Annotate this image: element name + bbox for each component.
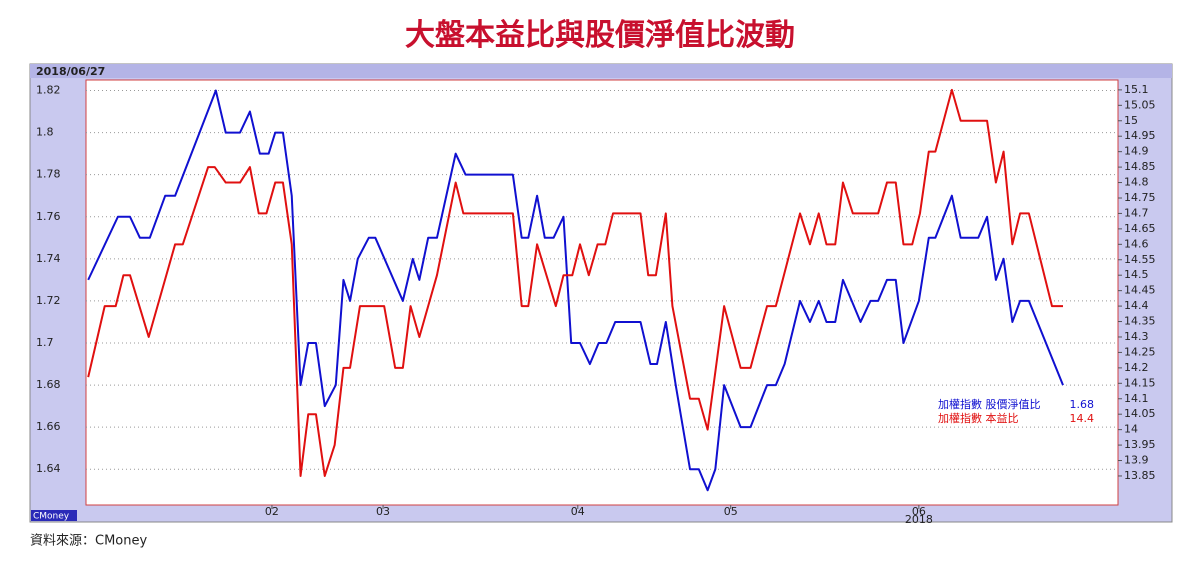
x-tick-label: 05 — [724, 505, 738, 518]
brand-box — [31, 510, 77, 521]
y-tick-label: 1.74 — [36, 252, 61, 265]
y2-tick-label: 14.5 — [1124, 268, 1149, 281]
y2-tick-label: 14.55 — [1124, 253, 1156, 266]
source-note: 資料來源：CMoney — [30, 534, 147, 549]
y2-tick-label: 14.3 — [1124, 330, 1149, 343]
y2-tick-label: 15.1 — [1124, 83, 1149, 96]
y2-tick-label: 13.95 — [1124, 438, 1156, 451]
y-tick-label: 1.8 — [36, 126, 54, 139]
y-tick-label: 1.7 — [36, 336, 54, 349]
legend-value: 14.4 — [1070, 412, 1095, 425]
x-tick-label: 04 — [571, 505, 585, 518]
y-tick-label: 1.66 — [36, 420, 61, 433]
y-tick-label: 1.82 — [36, 84, 61, 97]
y-tick-label: 1.72 — [36, 294, 61, 307]
y2-tick-label: 14.25 — [1124, 345, 1156, 358]
y2-tick-label: 13.85 — [1124, 469, 1156, 482]
y-tick-label: 1.76 — [36, 210, 61, 223]
y2-tick-label: 14.45 — [1124, 284, 1156, 297]
y-tick-label: 1.78 — [36, 168, 61, 181]
legend-box — [932, 395, 1100, 429]
x-tick-label: 02 — [265, 505, 279, 518]
y2-tick-label: 14.4 — [1124, 299, 1149, 312]
chart-title: 大盤本益比與股價淨值比波動 — [405, 19, 795, 52]
y2-tick-label: 14.1 — [1124, 392, 1149, 405]
legend-label: 加權指數 本益比 — [938, 411, 1019, 425]
y2-tick-label: 14.2 — [1124, 361, 1149, 374]
y2-tick-label: 14.7 — [1124, 206, 1149, 219]
y2-tick-label: 14.65 — [1124, 222, 1156, 235]
y-tick-label: 1.68 — [36, 378, 61, 391]
series-line — [87, 89, 1064, 492]
series-line — [87, 88, 1063, 477]
brand-label: CMoney — [33, 512, 70, 522]
plot-area — [85, 79, 1119, 506]
y2-tick-label: 15.05 — [1124, 98, 1156, 111]
y2-tick-label: 14.85 — [1124, 160, 1156, 173]
y2-tick-label: 15 — [1124, 114, 1138, 127]
x-tick-label: 03 — [376, 505, 390, 518]
y2-tick-label: 14 — [1124, 423, 1138, 436]
date-label: 2018/06/27 — [36, 65, 105, 78]
year-label: 2018 — [905, 513, 933, 526]
legend-value: 1.68 — [1070, 398, 1095, 411]
y2-tick-label: 14.05 — [1124, 407, 1156, 420]
header-bar — [30, 64, 1172, 78]
y2-tick-label: 14.15 — [1124, 376, 1156, 389]
legend-label: 加權指數 股價淨值比 — [938, 397, 1041, 411]
y2-tick-label: 14.9 — [1124, 145, 1149, 158]
y2-tick-label: 13.9 — [1124, 454, 1149, 467]
y2-tick-label: 14.6 — [1124, 237, 1149, 250]
x-tick-label: 06 — [912, 505, 926, 518]
y2-tick-label: 14.8 — [1124, 176, 1149, 189]
y2-tick-label: 14.75 — [1124, 191, 1156, 204]
y-tick-label: 1.64 — [36, 462, 61, 475]
y2-tick-label: 14.95 — [1124, 129, 1156, 142]
y2-tick-label: 14.35 — [1124, 315, 1156, 328]
